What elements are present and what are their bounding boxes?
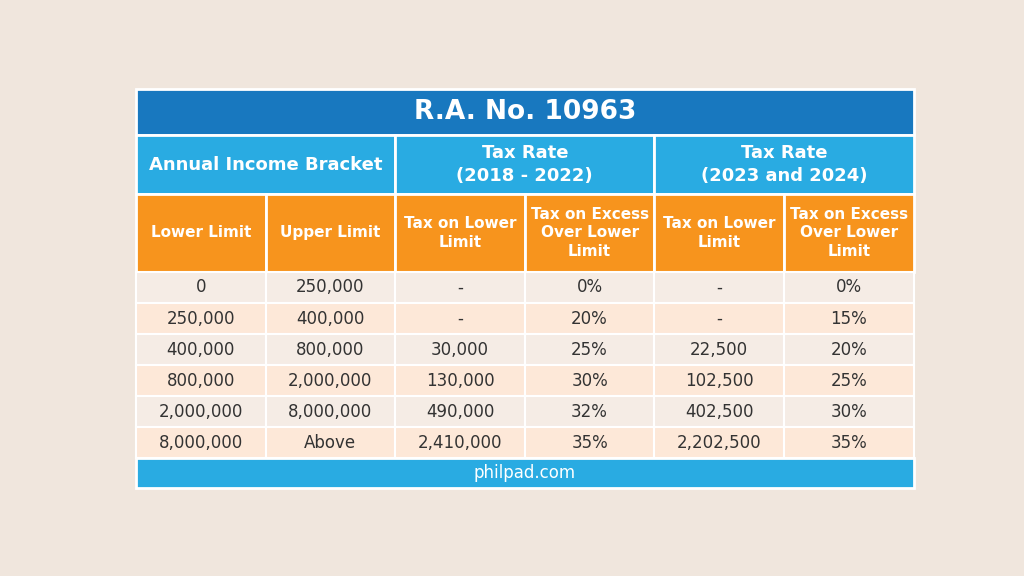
Bar bbox=[784, 272, 913, 303]
Text: -: - bbox=[717, 278, 722, 297]
Text: Upper Limit: Upper Limit bbox=[281, 225, 381, 240]
Bar bbox=[654, 334, 784, 365]
Text: -: - bbox=[457, 278, 463, 297]
Text: 20%: 20% bbox=[571, 309, 608, 328]
Text: Tax Rate
(2023 and 2024): Tax Rate (2023 and 2024) bbox=[700, 145, 867, 185]
Text: 2,202,500: 2,202,500 bbox=[677, 434, 762, 452]
Bar bbox=[654, 194, 784, 272]
Bar bbox=[784, 334, 913, 365]
Bar bbox=[136, 365, 265, 396]
Text: -: - bbox=[457, 309, 463, 328]
Text: 102,500: 102,500 bbox=[685, 372, 754, 389]
Bar bbox=[654, 396, 784, 427]
Bar bbox=[136, 194, 265, 272]
Bar bbox=[136, 89, 913, 135]
Bar bbox=[395, 194, 524, 272]
Bar bbox=[136, 396, 265, 427]
Text: Above: Above bbox=[304, 434, 356, 452]
Text: 0%: 0% bbox=[836, 278, 862, 297]
Text: 30%: 30% bbox=[571, 372, 608, 389]
Bar bbox=[395, 427, 524, 458]
Bar bbox=[265, 396, 395, 427]
Bar bbox=[136, 458, 913, 488]
Text: 490,000: 490,000 bbox=[426, 403, 495, 420]
Bar bbox=[395, 272, 524, 303]
Bar bbox=[136, 427, 265, 458]
Bar bbox=[654, 365, 784, 396]
Bar bbox=[265, 194, 395, 272]
Bar bbox=[524, 334, 654, 365]
Bar bbox=[136, 272, 265, 303]
Bar bbox=[395, 334, 524, 365]
Text: 25%: 25% bbox=[571, 340, 608, 359]
Text: 20%: 20% bbox=[830, 340, 867, 359]
Bar bbox=[524, 396, 654, 427]
Text: 25%: 25% bbox=[830, 372, 867, 389]
Bar bbox=[654, 427, 784, 458]
Bar bbox=[395, 303, 524, 334]
Bar bbox=[654, 303, 784, 334]
Text: Tax on Excess
Over Lower
Limit: Tax on Excess Over Lower Limit bbox=[790, 207, 908, 259]
Text: 8,000,000: 8,000,000 bbox=[288, 403, 373, 420]
Text: 130,000: 130,000 bbox=[426, 372, 495, 389]
Text: Annual Income Bracket: Annual Income Bracket bbox=[148, 156, 382, 173]
Bar bbox=[784, 303, 913, 334]
Bar bbox=[265, 303, 395, 334]
Text: Tax on Lower
Limit: Tax on Lower Limit bbox=[403, 216, 516, 250]
Bar bbox=[524, 194, 654, 272]
Text: Tax on Lower
Limit: Tax on Lower Limit bbox=[663, 216, 775, 250]
Text: 30%: 30% bbox=[830, 403, 867, 420]
Text: 35%: 35% bbox=[571, 434, 608, 452]
Bar bbox=[265, 365, 395, 396]
Text: 2,000,000: 2,000,000 bbox=[288, 372, 373, 389]
Text: 400,000: 400,000 bbox=[296, 309, 365, 328]
Text: 22,500: 22,500 bbox=[690, 340, 749, 359]
Bar bbox=[136, 334, 265, 365]
Bar bbox=[784, 194, 913, 272]
Text: 400,000: 400,000 bbox=[167, 340, 234, 359]
Text: 250,000: 250,000 bbox=[167, 309, 234, 328]
Text: 15%: 15% bbox=[830, 309, 867, 328]
Text: 250,000: 250,000 bbox=[296, 278, 365, 297]
Bar bbox=[395, 365, 524, 396]
Bar bbox=[136, 303, 265, 334]
Text: philpad.com: philpad.com bbox=[474, 464, 575, 482]
Text: 2,000,000: 2,000,000 bbox=[159, 403, 243, 420]
Text: Lower Limit: Lower Limit bbox=[151, 225, 251, 240]
Text: 800,000: 800,000 bbox=[167, 372, 234, 389]
Bar bbox=[524, 427, 654, 458]
Bar bbox=[136, 135, 395, 194]
Text: Tax Rate
(2018 - 2022): Tax Rate (2018 - 2022) bbox=[457, 145, 593, 185]
Text: 402,500: 402,500 bbox=[685, 403, 754, 420]
Text: 30,000: 30,000 bbox=[431, 340, 489, 359]
Bar bbox=[524, 365, 654, 396]
Bar bbox=[524, 303, 654, 334]
Bar bbox=[265, 334, 395, 365]
Bar bbox=[524, 272, 654, 303]
Bar bbox=[784, 365, 913, 396]
Text: R.A. No. 10963: R.A. No. 10963 bbox=[414, 99, 636, 125]
Bar bbox=[395, 396, 524, 427]
Bar bbox=[784, 396, 913, 427]
Text: 8,000,000: 8,000,000 bbox=[159, 434, 243, 452]
Text: 32%: 32% bbox=[571, 403, 608, 420]
Text: -: - bbox=[717, 309, 722, 328]
Text: Tax on Excess
Over Lower
Limit: Tax on Excess Over Lower Limit bbox=[530, 207, 648, 259]
Text: 35%: 35% bbox=[830, 434, 867, 452]
Bar bbox=[395, 135, 654, 194]
Bar bbox=[265, 427, 395, 458]
Text: 0: 0 bbox=[196, 278, 206, 297]
Bar bbox=[654, 135, 913, 194]
Bar bbox=[784, 427, 913, 458]
Bar bbox=[265, 272, 395, 303]
Bar bbox=[654, 272, 784, 303]
Text: 0%: 0% bbox=[577, 278, 603, 297]
Text: 800,000: 800,000 bbox=[296, 340, 365, 359]
Text: 2,410,000: 2,410,000 bbox=[418, 434, 502, 452]
